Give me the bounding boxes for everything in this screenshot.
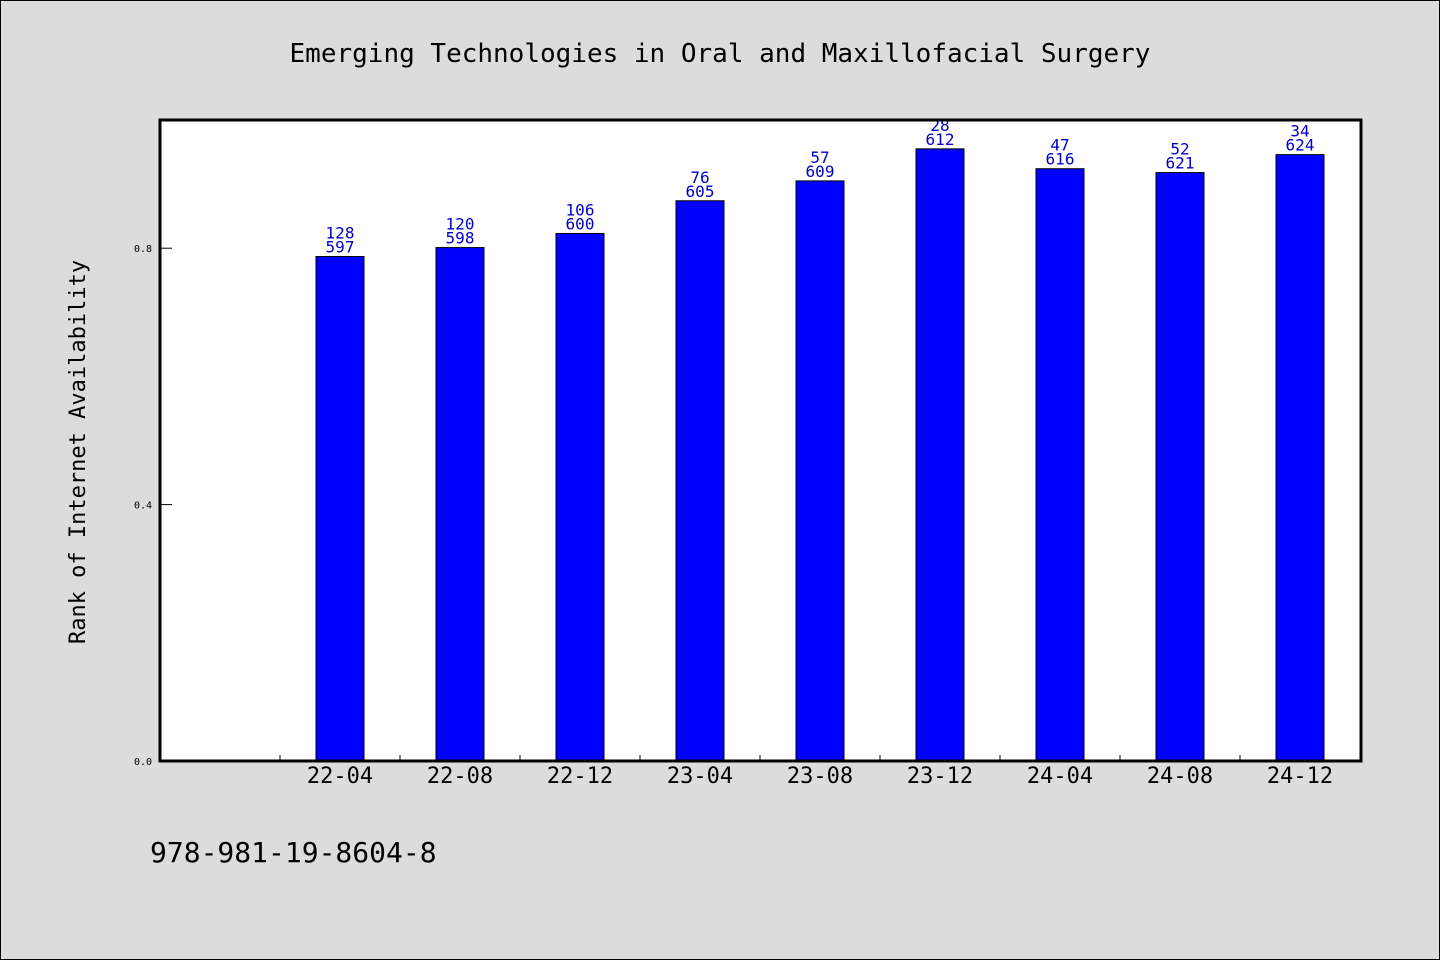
data-label-count: 624 [1286,136,1315,155]
bar [675,200,725,762]
data-label-count: 598 [446,229,475,248]
x-tick-label: 22-04 [307,764,373,789]
x-tick-label: 23-12 [907,764,973,789]
bar [915,148,965,762]
bar [1275,154,1325,762]
y-tick-label: 0.4 [134,501,152,512]
y-axis-label: Rank of Internet Availability [66,260,91,644]
data-label-count: 616 [1046,150,1075,169]
bar [315,256,365,762]
bar [795,180,845,762]
x-tick-label: 23-08 [787,764,853,789]
data-label-rank: 120 [446,215,475,234]
plot-border [158,118,1363,763]
x-tick-label: 24-04 [1027,764,1093,789]
x-tick-label: 22-12 [547,764,613,789]
x-tick-label: 22-08 [427,764,493,789]
bar [1035,168,1085,762]
data-label-rank: 76 [690,168,709,187]
data-label-count: 605 [686,182,715,201]
data-label-rank: 34 [1290,122,1309,141]
axis-layer: 22-04 22-08 22-12 23-04 23-08 23-12 24-04 24-08… [134,244,1361,789]
data-label-count: 597 [326,238,355,257]
bar [1155,172,1205,762]
bar [435,247,485,762]
data-label-count: 621 [1166,154,1195,173]
x-tick-label: 24-12 [1267,764,1333,789]
y-tick-label: 0.0 [134,757,152,768]
data-label-rank: 128 [326,224,355,243]
data-label-rank: 52 [1170,140,1189,159]
bar [555,232,605,762]
chart-title: Emerging Technologies in Oral and Maxill… [290,39,1151,69]
y-tick-label: 0.8 [134,244,152,255]
data-label-rank: 57 [810,148,829,167]
data-label-rank: 47 [1050,136,1069,155]
data-label-rank: 106 [566,200,595,219]
footer-isbn: 978-981-19-8604-8 [150,836,437,869]
data-label-count: 612 [926,130,955,149]
x-tick-label: 24-08 [1147,764,1213,789]
x-tick-label: 23-04 [667,764,733,789]
data-label-count: 600 [566,214,595,233]
data-label-count: 609 [806,162,835,181]
